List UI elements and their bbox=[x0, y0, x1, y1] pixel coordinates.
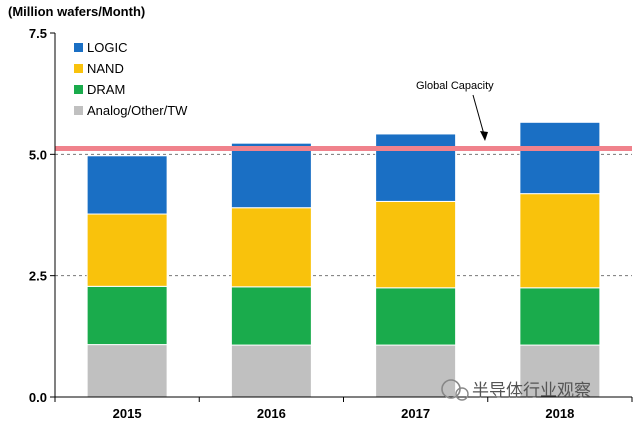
bar-logic-2015 bbox=[86, 155, 168, 215]
y-tick-label: 5.0 bbox=[29, 147, 47, 162]
bar-dram-2016 bbox=[230, 286, 312, 346]
annotation-arrow-head bbox=[480, 131, 488, 141]
bar-logic-2016 bbox=[230, 142, 312, 209]
bar-analog-other-tw-2018 bbox=[519, 344, 601, 398]
global-capacity-label: Global Capacity bbox=[416, 80, 494, 92]
bar-nand-2015 bbox=[86, 213, 168, 287]
legend-swatch-dram bbox=[74, 85, 83, 94]
bar-analog-other-tw-2015 bbox=[86, 344, 168, 398]
legend-label: NAND bbox=[87, 61, 124, 76]
legend-label: Analog/Other/TW bbox=[87, 103, 188, 118]
x-tick-label: 2017 bbox=[401, 406, 430, 421]
bar-analog-other-tw-2016 bbox=[230, 344, 312, 398]
legend-label: LOGIC bbox=[87, 40, 127, 55]
bar-dram-2017 bbox=[375, 287, 457, 346]
y-tick-label: 0.0 bbox=[29, 390, 47, 405]
y-tick-label: 2.5 bbox=[29, 269, 47, 284]
x-tick-label: 2015 bbox=[113, 406, 142, 421]
x-tick-label: 2018 bbox=[545, 406, 574, 421]
bar-nand-2018 bbox=[519, 193, 601, 289]
bar-logic-2017 bbox=[375, 133, 457, 202]
x-tick-label: 2016 bbox=[257, 406, 286, 421]
watermark-text: 半导体行业观察 bbox=[472, 381, 591, 401]
wechat-icon-small bbox=[455, 387, 469, 401]
bar-nand-2017 bbox=[375, 200, 457, 289]
legend-swatch-logic bbox=[74, 43, 83, 52]
y-axis-label: (Million wafers/Month) bbox=[8, 4, 145, 19]
bar-dram-2015 bbox=[86, 285, 168, 346]
annotation-arrow-line bbox=[472, 94, 486, 139]
legend-swatch-nand bbox=[74, 64, 83, 73]
bar-logic-2018 bbox=[519, 121, 601, 195]
bar-analog-other-tw-2017 bbox=[375, 344, 457, 398]
bar-nand-2016 bbox=[230, 207, 312, 288]
global-capacity-annotation: Global Capacity bbox=[416, 80, 494, 141]
watermark: 半导体行业观察 bbox=[441, 379, 591, 401]
bar-dram-2018 bbox=[519, 287, 601, 346]
legend-label: DRAM bbox=[87, 82, 125, 97]
y-tick-label: 7.5 bbox=[29, 26, 47, 41]
legend-swatch-analog-other-tw bbox=[74, 106, 83, 115]
